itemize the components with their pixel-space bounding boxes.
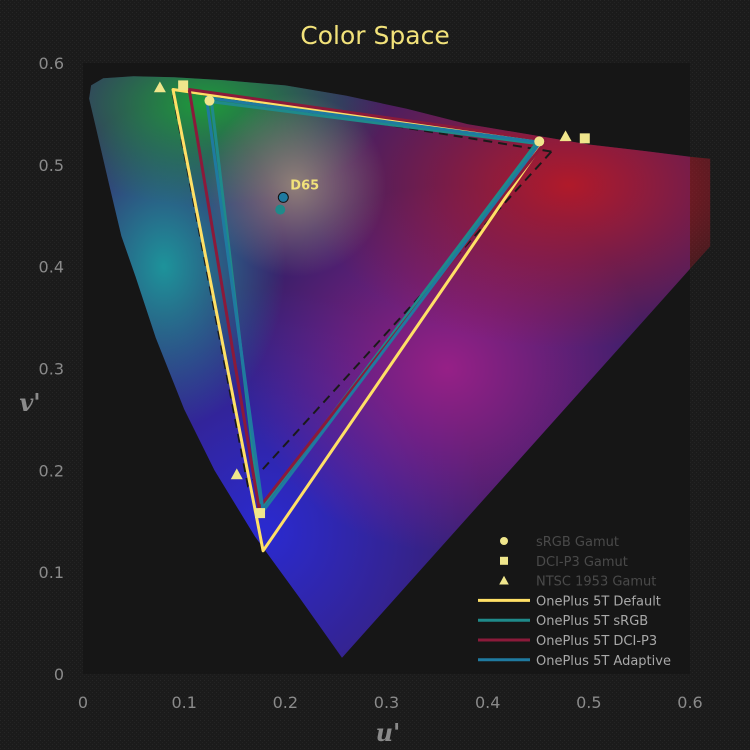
y-tick-label: 0.6 [39, 54, 64, 73]
y-tick-label: 0.2 [39, 461, 64, 480]
white-point: D65 [275, 178, 319, 215]
marker-circle [534, 136, 545, 147]
x-tick-label: 0.2 [273, 693, 298, 712]
chart-title: Color Space [300, 21, 449, 50]
x-tick-label: 0.5 [576, 693, 601, 712]
x-tick-label: 0.4 [475, 693, 500, 712]
x-tick-label: 0.3 [374, 693, 399, 712]
y-tick-label: 0.4 [39, 258, 64, 277]
y-tick-label: 0 [54, 665, 64, 684]
legend-label: OnePlus 5T Default [536, 594, 661, 609]
legend-item: OnePlus 5T DCI-P3 [478, 634, 657, 649]
marker-circle [204, 95, 215, 106]
legend-label: NTSC 1953 Gamut [536, 575, 656, 590]
marker-triangle [153, 81, 166, 93]
marker-square [579, 133, 590, 144]
legend-item: OnePlus 5T sRGB [478, 614, 648, 629]
white-point-marker-b [277, 191, 289, 203]
y-axis-label: v' [19, 388, 40, 417]
marker-square [178, 80, 189, 91]
marker-square [500, 556, 508, 565]
legend-item: sRGB Gamut [500, 535, 619, 550]
legend: sRGB Gamut DCI-P3 Gamut NTSC 1953 Gamut One… [478, 535, 671, 669]
legend-label: sRGB Gamut [536, 535, 619, 550]
legend-item: OnePlus 5T Default [478, 594, 661, 609]
series-line [171, 88, 545, 553]
y-tick-label: 0.3 [39, 360, 64, 379]
legend-item: DCI-P3 Gamut [500, 555, 628, 570]
marker-triangle [559, 130, 572, 142]
series-line [204, 96, 542, 513]
x-axis-label: u' [376, 718, 401, 747]
white-point-marker-a [275, 204, 286, 215]
legend-item: OnePlus 5T Adaptive [478, 654, 671, 669]
axes: 0 0.1 0.2 0.3 0.4 0.5 0.6 0 0.1 0.2 0.3 0.4 0.5 0.6 [39, 54, 703, 712]
reference-dashed-gamut [170, 88, 553, 488]
x-tick-label: 0.6 [677, 693, 702, 712]
x-tick-label: 0 [78, 693, 88, 712]
marker-square [255, 508, 266, 519]
legend-label: OnePlus 5T Adaptive [536, 654, 671, 669]
y-tick-label: 0.5 [39, 156, 64, 175]
legend-item: NTSC 1953 Gamut [499, 575, 656, 590]
marker-circle [500, 537, 508, 545]
marker-triangle [230, 468, 243, 480]
white-point-label: D65 [290, 178, 319, 193]
gamut-lines [170, 88, 553, 553]
legend-label: DCI-P3 Gamut [536, 555, 628, 570]
legend-label: OnePlus 5T sRGB [536, 614, 648, 629]
x-tick-label: 0.1 [171, 693, 196, 712]
marker-triangle [499, 575, 509, 585]
legend-label: OnePlus 5T DCI-P3 [536, 634, 657, 649]
y-tick-label: 0.1 [39, 563, 64, 582]
